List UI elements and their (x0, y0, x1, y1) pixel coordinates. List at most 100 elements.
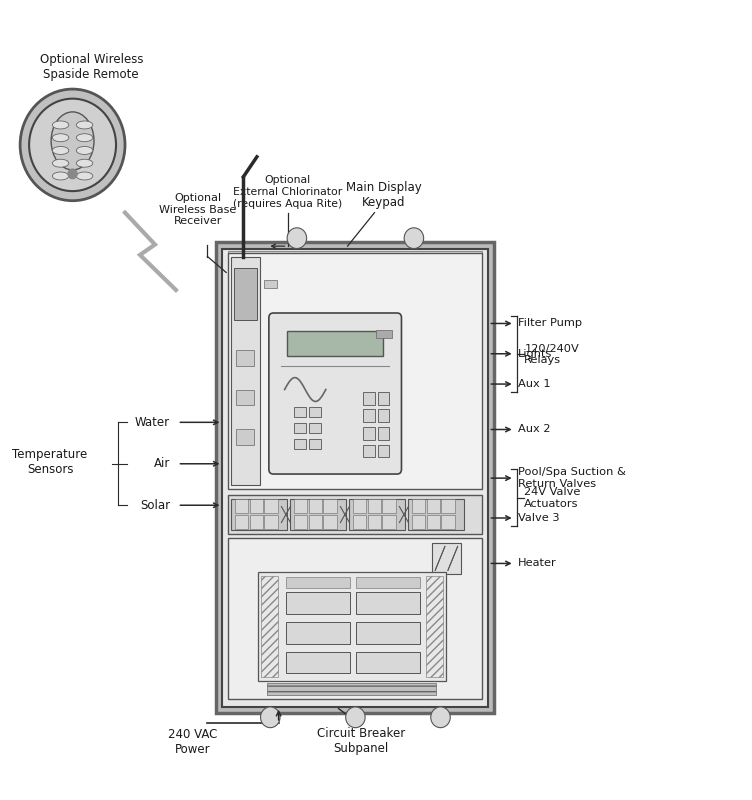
Bar (412, 499, 426, 513)
Bar (265, 515, 277, 529)
Bar (427, 499, 440, 513)
Text: Aux 2: Aux 2 (518, 425, 551, 434)
Text: Water: Water (135, 416, 170, 429)
Bar (427, 515, 440, 529)
Text: Valve 3: Valve 3 (518, 513, 560, 523)
Bar (353, 499, 366, 513)
Bar (356, 577, 420, 588)
Ellipse shape (76, 159, 92, 167)
Ellipse shape (76, 146, 92, 154)
Bar (294, 439, 305, 450)
Bar (441, 515, 455, 529)
Bar (356, 592, 420, 614)
Bar (265, 499, 277, 513)
Bar (294, 407, 305, 418)
Bar (235, 499, 248, 513)
Circle shape (260, 707, 280, 728)
Text: Solar: Solar (140, 498, 170, 512)
Bar (309, 499, 322, 513)
Bar (309, 515, 322, 529)
Bar (378, 410, 390, 422)
Bar (268, 683, 436, 695)
Text: 120/240V
Relays: 120/240V Relays (524, 344, 579, 366)
Bar (368, 499, 381, 513)
Bar (264, 281, 277, 288)
Circle shape (20, 89, 125, 201)
Bar (426, 576, 443, 678)
Bar (236, 350, 254, 366)
Text: Circuit Breaker
Subpanel: Circuit Breaker Subpanel (317, 727, 405, 755)
Bar (232, 498, 287, 530)
Bar (250, 499, 263, 513)
Bar (235, 269, 257, 320)
Bar (259, 572, 446, 682)
Bar (412, 515, 426, 529)
Bar (262, 576, 277, 678)
Text: Optional
External Chlorinator
(requires Aqua Rite): Optional External Chlorinator (requires … (233, 175, 342, 209)
Ellipse shape (53, 159, 69, 167)
Bar (363, 427, 374, 440)
Bar (432, 543, 461, 574)
Bar (229, 251, 482, 263)
Text: Pool/Spa Suction &
Return Valves: Pool/Spa Suction & Return Valves (518, 467, 626, 489)
Ellipse shape (76, 172, 92, 180)
Bar (235, 515, 248, 529)
Bar (378, 427, 390, 440)
Text: Lights: Lights (518, 349, 553, 358)
Ellipse shape (53, 121, 69, 129)
Bar (290, 498, 346, 530)
Text: Aux 1: Aux 1 (518, 379, 551, 389)
Bar (363, 445, 374, 458)
Bar (236, 430, 254, 446)
Text: Air: Air (153, 458, 170, 470)
Ellipse shape (53, 172, 69, 180)
Bar (309, 423, 320, 434)
Bar (383, 499, 396, 513)
Bar (223, 249, 488, 707)
Bar (378, 445, 390, 458)
Text: Temperature
Sensors: Temperature Sensors (13, 448, 88, 476)
Bar (286, 577, 350, 588)
Bar (229, 253, 482, 489)
Bar (287, 330, 384, 356)
Bar (363, 392, 374, 405)
Bar (350, 498, 405, 530)
Circle shape (68, 169, 77, 178)
Text: 24V Valve
Actuators: 24V Valve Actuators (524, 487, 581, 509)
Bar (363, 410, 374, 422)
Bar (294, 515, 308, 529)
Bar (236, 390, 254, 406)
Bar (250, 515, 263, 529)
Ellipse shape (51, 112, 94, 170)
Text: Optional
Wireless Base
Receiver: Optional Wireless Base Receiver (159, 193, 236, 226)
Bar (294, 423, 305, 434)
Bar (356, 651, 420, 674)
Text: Heater: Heater (518, 558, 557, 569)
Text: 240 VAC
Power: 240 VAC Power (168, 729, 217, 757)
Bar (232, 257, 260, 486)
Text: Optional Wireless
Spaside Remote: Optional Wireless Spaside Remote (40, 53, 143, 81)
Ellipse shape (53, 146, 69, 154)
Bar (368, 515, 381, 529)
Bar (353, 515, 366, 529)
Ellipse shape (76, 134, 92, 142)
Bar (323, 515, 337, 529)
Circle shape (346, 707, 365, 728)
Bar (383, 515, 396, 529)
Bar (378, 392, 390, 405)
Circle shape (287, 228, 307, 249)
Bar (408, 498, 464, 530)
Circle shape (404, 228, 423, 249)
Text: Filter Pump: Filter Pump (518, 318, 583, 329)
Bar (286, 592, 350, 614)
Bar (229, 538, 482, 699)
FancyBboxPatch shape (269, 313, 402, 474)
Bar (309, 439, 320, 450)
Bar (229, 495, 482, 534)
Bar (323, 499, 337, 513)
Bar (286, 651, 350, 674)
Bar (286, 622, 350, 643)
Text: Main Display
Keypad: Main Display Keypad (346, 181, 421, 209)
Circle shape (29, 98, 116, 191)
Ellipse shape (76, 121, 92, 129)
